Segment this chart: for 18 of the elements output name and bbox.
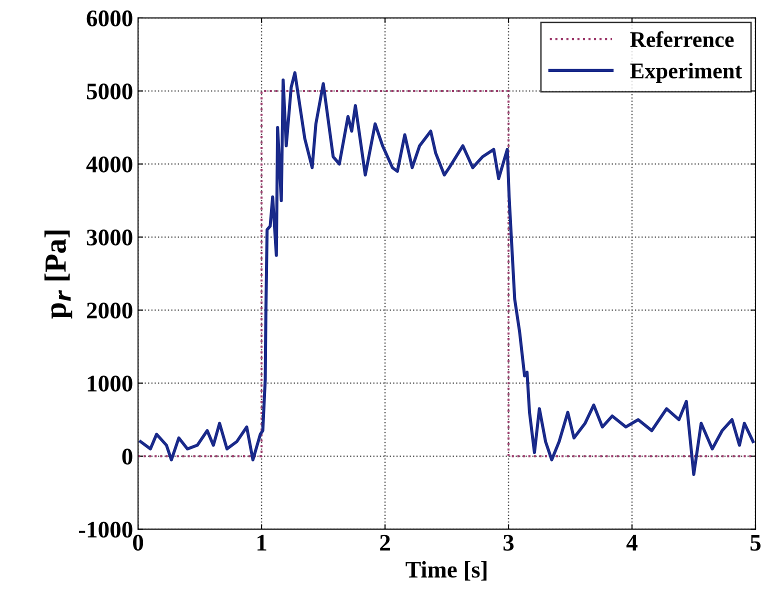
y-tick-label: 1000 <box>88 376 132 392</box>
y-tick-label: 5000 <box>86 83 132 100</box>
y-tick-label: -1000 <box>78 522 132 538</box>
legend-label: Experiment <box>630 62 742 83</box>
y-tick-label: 3000 <box>86 230 132 246</box>
x-tick-label: 3 <box>504 534 514 551</box>
y-tick-label: 0 <box>122 448 132 465</box>
y-tick-label: 4000 <box>86 156 132 172</box>
x-axis-title: Time [s] <box>406 561 486 581</box>
x-tick-label: 1 <box>258 534 266 550</box>
x-tick-label: 0 <box>133 534 144 551</box>
legend-label: Referrence <box>630 31 734 48</box>
x-tick-label: 4 <box>626 534 638 550</box>
x-tick-label: 2 <box>380 534 390 550</box>
y-tick-label: 6000 <box>86 10 132 26</box>
x-tick-label: 5 <box>750 535 761 551</box>
y-axis-title: p$_{r}$ [Pa] <box>44 230 72 319</box>
y-tick-label: 2000 <box>86 302 132 319</box>
